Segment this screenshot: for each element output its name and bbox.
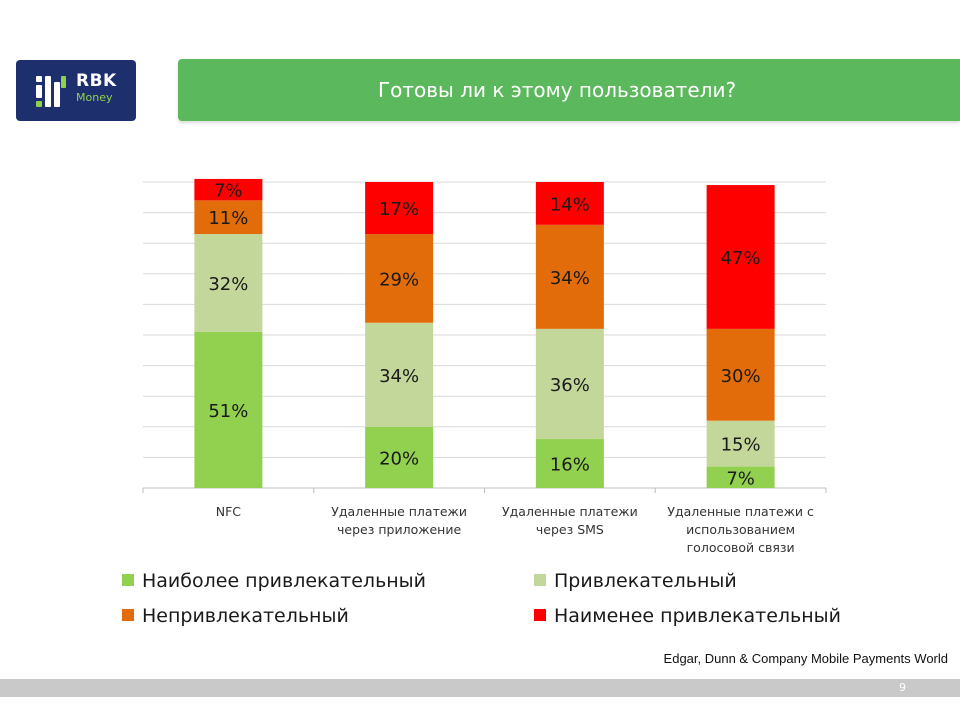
x-tick-label: использованием [686, 522, 795, 537]
x-tick-label: Удаленные платежи [502, 504, 638, 519]
bar-segment [194, 200, 263, 235]
bar-segment [535, 328, 604, 440]
bar-segment [706, 328, 775, 421]
bar-segment [194, 331, 263, 488]
x-tick-label: Удаленные платежи с [667, 504, 814, 519]
x-tick-label: голосовой связи [687, 540, 795, 555]
data-label: 7% [214, 181, 243, 202]
rbk-money-logo: RBK Money [16, 60, 136, 121]
data-label: 34% [550, 268, 590, 289]
x-tick-label: NFC [216, 504, 242, 519]
data-label: 51% [208, 401, 248, 422]
x-tick-label: Удаленные платежи [331, 504, 467, 519]
x-tick-label: через приложение [337, 522, 461, 537]
data-label: 20% [379, 448, 419, 469]
bar-segment [194, 178, 263, 201]
bar-segment [365, 322, 434, 427]
data-label: 32% [208, 274, 248, 295]
bar-segment [706, 185, 775, 329]
data-label: 29% [379, 269, 419, 290]
legend-swatch [122, 574, 134, 586]
bar-segment [535, 439, 604, 488]
legend-label: Наименее привлекательный [554, 605, 841, 627]
legend-swatch [534, 574, 546, 586]
legend-label: Наиболее привлекательный [142, 570, 426, 592]
data-label: 16% [550, 455, 590, 476]
source-citation: Edgar, Dunn & Company Mobile Payments Wo… [663, 651, 948, 666]
data-label: 7% [726, 468, 755, 489]
data-label: 17% [379, 199, 419, 220]
rbk-logo-mark-icon [36, 76, 66, 107]
bar-segment [194, 234, 263, 332]
bar-segment [365, 426, 434, 488]
legend-label: Привлекательный [554, 570, 737, 592]
bar-segment [535, 224, 604, 329]
data-label: 30% [721, 366, 761, 387]
logo-text: RBK [76, 71, 117, 91]
data-label: 34% [379, 366, 419, 387]
x-tick-label: через SMS [536, 522, 604, 537]
bar-segment [706, 466, 775, 488]
logo-subtext: Money [76, 91, 113, 104]
bar-segment [535, 182, 604, 225]
data-label: 47% [721, 248, 761, 269]
bar-segment [365, 234, 434, 323]
title-bar: Готовы ли к этому пользователи? [178, 59, 960, 121]
bar-segment [365, 182, 434, 235]
bar-segment [706, 420, 775, 467]
page-title: Готовы ли к этому пользователи? [377, 78, 737, 102]
data-label: 14% [550, 194, 590, 215]
page-number: 9 [899, 681, 906, 694]
legend-label: Непривлекательный [142, 605, 349, 627]
data-label: 15% [721, 435, 761, 456]
data-label: 11% [208, 208, 248, 229]
stacked-bar-chart: 51% 32% 11% 7% NFC 20% 34% 29% 17% Удаленные плат… [122, 178, 841, 627]
legend-swatch [534, 609, 546, 621]
data-label: 36% [550, 375, 590, 396]
footer-bar [0, 679, 960, 697]
legend-swatch [122, 609, 134, 621]
